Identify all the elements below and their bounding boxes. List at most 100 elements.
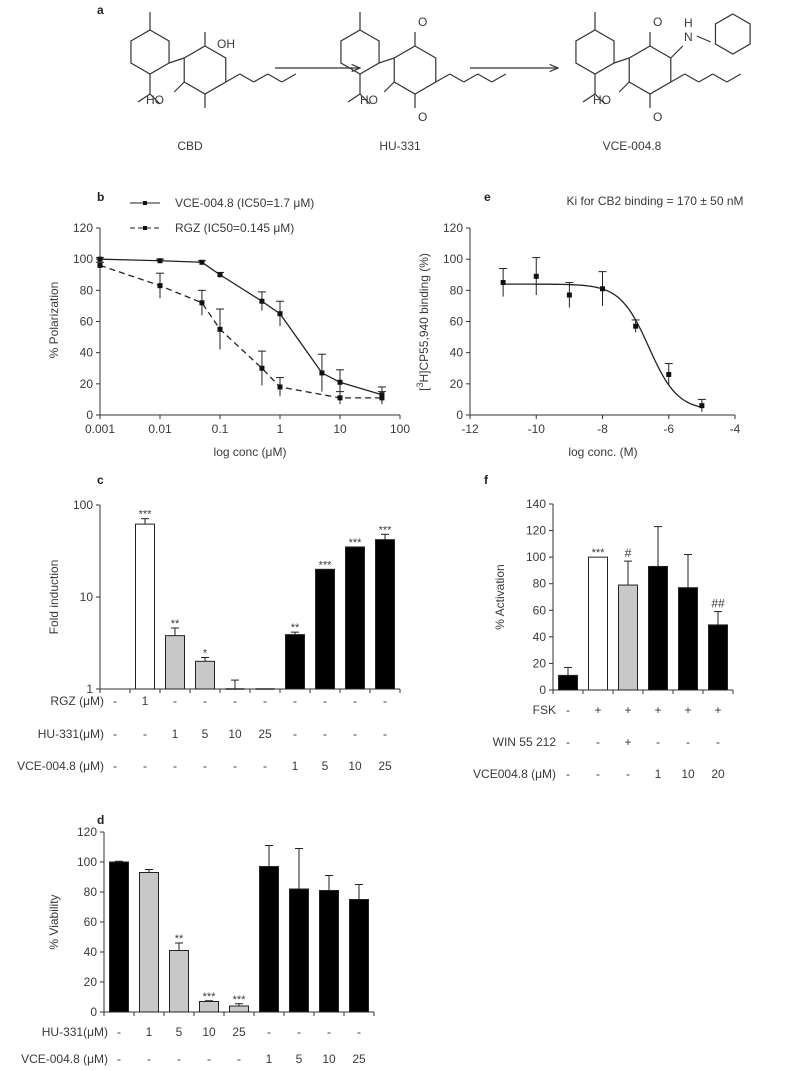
f-row-label-0: FSK	[533, 703, 556, 717]
bond	[378, 57, 395, 64]
d-y-tick-label: 120	[77, 825, 97, 839]
atom-label: OH	[217, 37, 235, 51]
b-data-point	[199, 259, 205, 265]
f-bar-1	[588, 556, 608, 691]
b-data-point	[259, 298, 265, 304]
c-bar-8	[345, 546, 365, 690]
c-significance-label: **	[171, 618, 180, 630]
e-y-axis-label: [3H]CP55,940 binding (%)	[415, 253, 431, 391]
f-row-cell: 10	[681, 767, 695, 781]
e-x-tick-label: -8	[597, 422, 608, 436]
d-row-label-0: HU-331(μM)	[42, 1025, 108, 1039]
bond	[696, 35, 712, 43]
c-row-cell: -	[383, 694, 387, 708]
f-bar-2	[618, 584, 638, 691]
d-row-cell: -	[297, 1025, 301, 1039]
f-row-cell: +	[714, 703, 721, 717]
b-x-axis-label: log conc (μM)	[214, 445, 287, 459]
f-y-axis-label: % Activation	[493, 564, 507, 629]
c-row-cell: -	[233, 694, 237, 708]
c-significance-label: ***	[379, 524, 393, 536]
f-y-tick-label: 80	[533, 577, 547, 591]
quinone-ring	[628, 45, 672, 95]
f-significance-label: ##	[711, 597, 725, 611]
d-row-cell: -	[357, 1025, 361, 1039]
c-row-cell: -	[143, 759, 147, 773]
e-data-point	[699, 403, 705, 409]
b-data-point	[217, 272, 223, 278]
e-y-tick-label: 100	[443, 252, 463, 266]
c-y-tick-label: 100	[73, 498, 93, 512]
e-y-label-bracket: [	[417, 387, 431, 391]
b-data-point	[97, 262, 103, 268]
d-y-tick-label: 40	[84, 945, 98, 959]
e-x-tick-label: -12	[461, 422, 479, 436]
bond	[613, 57, 630, 64]
compound-name-hu331: HU-331	[379, 139, 421, 153]
f-row-cell: +	[624, 735, 631, 749]
c-bar-6	[285, 634, 305, 690]
c-row-cell: 25	[258, 727, 272, 741]
panel-label-d: d	[97, 813, 104, 827]
bond	[684, 73, 700, 83]
cyclohexene-ring	[130, 29, 170, 75]
bond	[435, 73, 451, 83]
f-y-tick-label: 0	[539, 683, 546, 697]
d-bar-8	[349, 899, 369, 1013]
b-y-tick-label: 80	[80, 283, 94, 297]
atom-label: H	[684, 16, 693, 30]
atom-label: O	[418, 110, 427, 124]
b-data-point	[259, 365, 265, 371]
e-y-tick-label: 120	[443, 221, 463, 235]
atom-label: HO	[360, 93, 378, 107]
c-bar-3	[195, 660, 215, 690]
d-bar-0	[109, 861, 129, 1013]
bond	[383, 81, 395, 93]
b-legend-marker-0	[143, 201, 147, 205]
c-row-label-1: HU-331(μM)	[38, 727, 104, 741]
c-bar-1	[135, 523, 155, 690]
atom-label: O	[653, 15, 662, 29]
bond	[491, 73, 507, 83]
d-bar-3	[199, 1001, 219, 1013]
e-y-label-superscript: 3	[415, 383, 425, 388]
bond	[712, 73, 728, 83]
b-data-point	[157, 258, 163, 264]
bond	[463, 73, 479, 83]
f-bar-5	[708, 624, 728, 691]
aromatic-ring	[183, 45, 227, 95]
b-x-tick-label: 1	[277, 422, 284, 436]
d-significance-label: ***	[203, 991, 217, 1003]
e-title: Ki for CB2 binding = 170 ± 50 nM	[566, 194, 743, 208]
atom-label: O	[653, 110, 662, 124]
e-x-tick-label: -10	[528, 422, 546, 436]
panel-label-b: b	[97, 190, 104, 204]
d-row-cell: 1	[146, 1025, 153, 1039]
c-row-cell: -	[293, 727, 297, 741]
b-x-tick-label: 0.001	[85, 422, 115, 436]
d-row-cell: 5	[296, 1052, 303, 1066]
c-significance-label: ***	[319, 559, 333, 571]
b-y-tick-label: 0	[86, 408, 93, 422]
panel-label-a: a	[97, 3, 104, 17]
f-row-cell: -	[686, 735, 690, 749]
c-row-cell: -	[233, 759, 237, 773]
b-legend-label-1: RGZ (IC50=0.145 μM)	[175, 221, 294, 235]
b-x-tick-label: 10	[333, 422, 347, 436]
f-y-tick-label: 140	[526, 497, 546, 511]
c-y-tick-label: 1	[86, 682, 93, 696]
bond	[449, 73, 465, 83]
c-significance-label: ***	[139, 509, 153, 521]
b-data-point	[337, 379, 343, 385]
b-data-point	[277, 384, 283, 390]
b-y-tick-label: 60	[80, 315, 94, 329]
c-row-cell: 10	[348, 759, 362, 773]
d-row-cell: -	[117, 1025, 121, 1039]
c-row-cell: 5	[322, 759, 329, 773]
e-y-tick-label: 0	[456, 408, 463, 422]
c-bar-2	[165, 635, 185, 690]
b-data-point	[199, 300, 205, 306]
d-bar-6	[289, 888, 309, 1013]
d-row-cell: 25	[232, 1025, 246, 1039]
